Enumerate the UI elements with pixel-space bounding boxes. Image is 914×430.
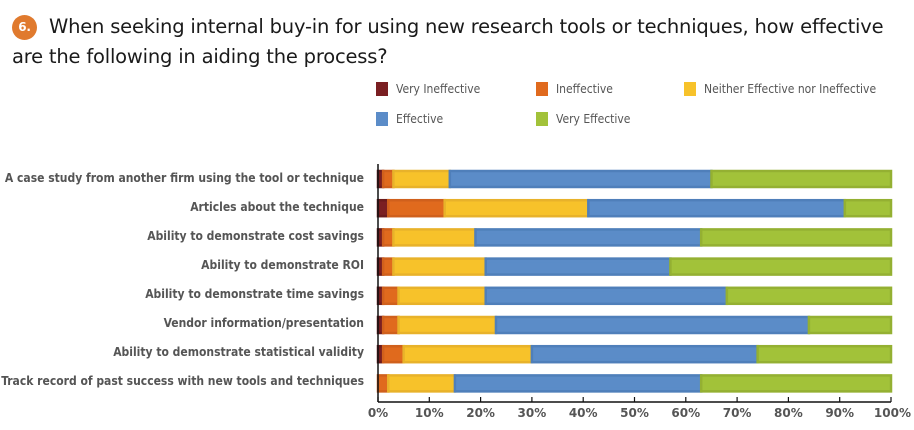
bar-segment-highlight [478, 233, 699, 242]
x-tick-label: 10% [415, 406, 444, 420]
bar-segment-highlight [488, 262, 668, 271]
x-tick-label: 100% [874, 406, 911, 420]
chart-title: 6. When seeking internal buy-in for using… [12, 12, 902, 72]
bar-segment-very-effective [807, 315, 893, 335]
bar-segment-highlight [447, 204, 586, 213]
legend-label: Very Effective [556, 112, 631, 126]
bar-segment-highlight [673, 262, 888, 271]
legend-swatch [684, 82, 696, 96]
bar-segment-highlight [457, 379, 699, 388]
bar-segment-highlight [386, 350, 401, 359]
legend-swatch [536, 112, 548, 126]
bar-segment-very-effective [669, 257, 893, 276]
question-number-badge: 6. [12, 15, 37, 40]
category-label: Ability to demonstrate time savings [145, 287, 364, 301]
category-label: Ability to demonstrate cost savings [147, 229, 364, 243]
category-label: Vendor information/presentation [163, 316, 364, 330]
legend-label: Neither Effective nor Ineffective [704, 82, 877, 96]
legend-label: Very Ineffective [396, 82, 481, 96]
bar-segment-highlight [396, 233, 473, 242]
legend-label: Effective [396, 112, 444, 126]
bar-segment-highlight [391, 379, 452, 388]
legend-item-very-ineffective: Very Ineffective [376, 82, 480, 96]
x-tick-label: 30% [518, 406, 547, 420]
bar-segment-highlight [396, 262, 483, 271]
bar-segment-highlight [401, 321, 493, 329]
question-text: When seeking internal buy-in for using n… [12, 15, 884, 68]
category-label: Ability to demonstrate statistical valid… [113, 345, 364, 359]
bar-segment-highlight [386, 233, 391, 242]
legend-item-very-effective: Very Effective [536, 112, 630, 126]
legend-label: Ineffective [556, 82, 613, 96]
x-tick-label: 70% [723, 406, 752, 420]
bar-segment-highlight [386, 175, 391, 183]
bar-segment-highlight [811, 321, 888, 329]
x-tick-label: 0% [368, 406, 388, 420]
bar-segment-highlight [386, 291, 396, 300]
x-tick-label: 50% [620, 406, 649, 420]
bar-segment-highlight [704, 379, 888, 388]
legend-item-ineffective: Ineffective [536, 82, 613, 96]
x-tick-label: 80% [774, 406, 803, 420]
bar-segment-highlight [396, 175, 447, 183]
bar-segment-highlight [386, 321, 396, 329]
bar-segment-very-effective [710, 169, 893, 189]
bar-segment-highlight [391, 204, 442, 213]
bar-segment-very-effective [843, 198, 893, 218]
bar-segment-highlight [534, 350, 755, 359]
x-tick-label: 40% [569, 406, 598, 420]
bar-segment-highlight [498, 321, 806, 329]
bar-segment-highlight [704, 233, 888, 242]
bar-segment-highlight [729, 291, 888, 300]
x-tick-label: 90% [825, 406, 854, 420]
bar-segment-very-effective [699, 228, 893, 247]
bar-segment-very-effective [699, 374, 893, 393]
bar-segment-highlight [381, 204, 386, 213]
bar-segment-highlight [591, 204, 842, 213]
bar-segment-highlight [760, 350, 888, 359]
bar-segment-highlight [847, 204, 888, 213]
category-label: Track record of past success with new to… [1, 374, 364, 388]
legend-swatch [376, 112, 388, 126]
category-label: Ability to demonstrate ROI [201, 258, 364, 272]
legend-swatch [536, 82, 548, 96]
bar-segment-highlight [401, 291, 483, 300]
category-label: Articles about the technique [190, 200, 364, 214]
bar-segment-highlight [381, 379, 386, 388]
bar-segment-very-effective [756, 344, 893, 364]
bar-segment-highlight [714, 175, 888, 183]
bar-segment-highlight [452, 175, 709, 183]
x-tick-label: 20% [466, 406, 495, 420]
legend-item-effective: Effective [376, 112, 443, 126]
bar-segment-highlight [386, 262, 391, 271]
category-label: A case study from another firm using the… [4, 171, 364, 185]
legend-item-neither: Neither Effective nor Ineffective [684, 82, 876, 96]
legend-swatch [376, 82, 388, 96]
x-tick-label: 60% [671, 406, 700, 420]
bar-segment-highlight [406, 350, 529, 359]
bar-segment-very-effective [725, 286, 893, 306]
bar-segment-highlight [488, 291, 724, 300]
